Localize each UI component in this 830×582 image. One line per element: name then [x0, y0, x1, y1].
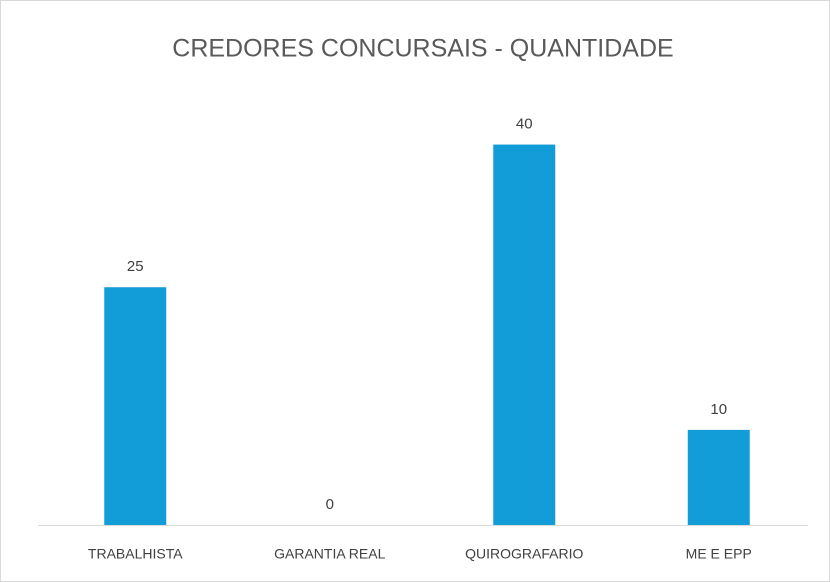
data-label: 0 — [326, 496, 334, 513]
data-label: 10 — [710, 401, 727, 418]
x-tick-label: GARANTIA REAL — [274, 546, 385, 562]
x-tick-label: QUIROGRAFARIO — [465, 546, 583, 562]
x-tick-label: TRABALHISTA — [88, 546, 183, 562]
bar — [493, 144, 556, 526]
chart-title: CREDORES CONCURSAIS - QUANTIDADE — [172, 35, 673, 63]
data-label: 40 — [516, 116, 533, 133]
bar — [687, 429, 750, 525]
x-tick-label: ME E EPP — [686, 546, 752, 562]
bar — [104, 287, 167, 525]
data-label: 25 — [127, 258, 144, 275]
